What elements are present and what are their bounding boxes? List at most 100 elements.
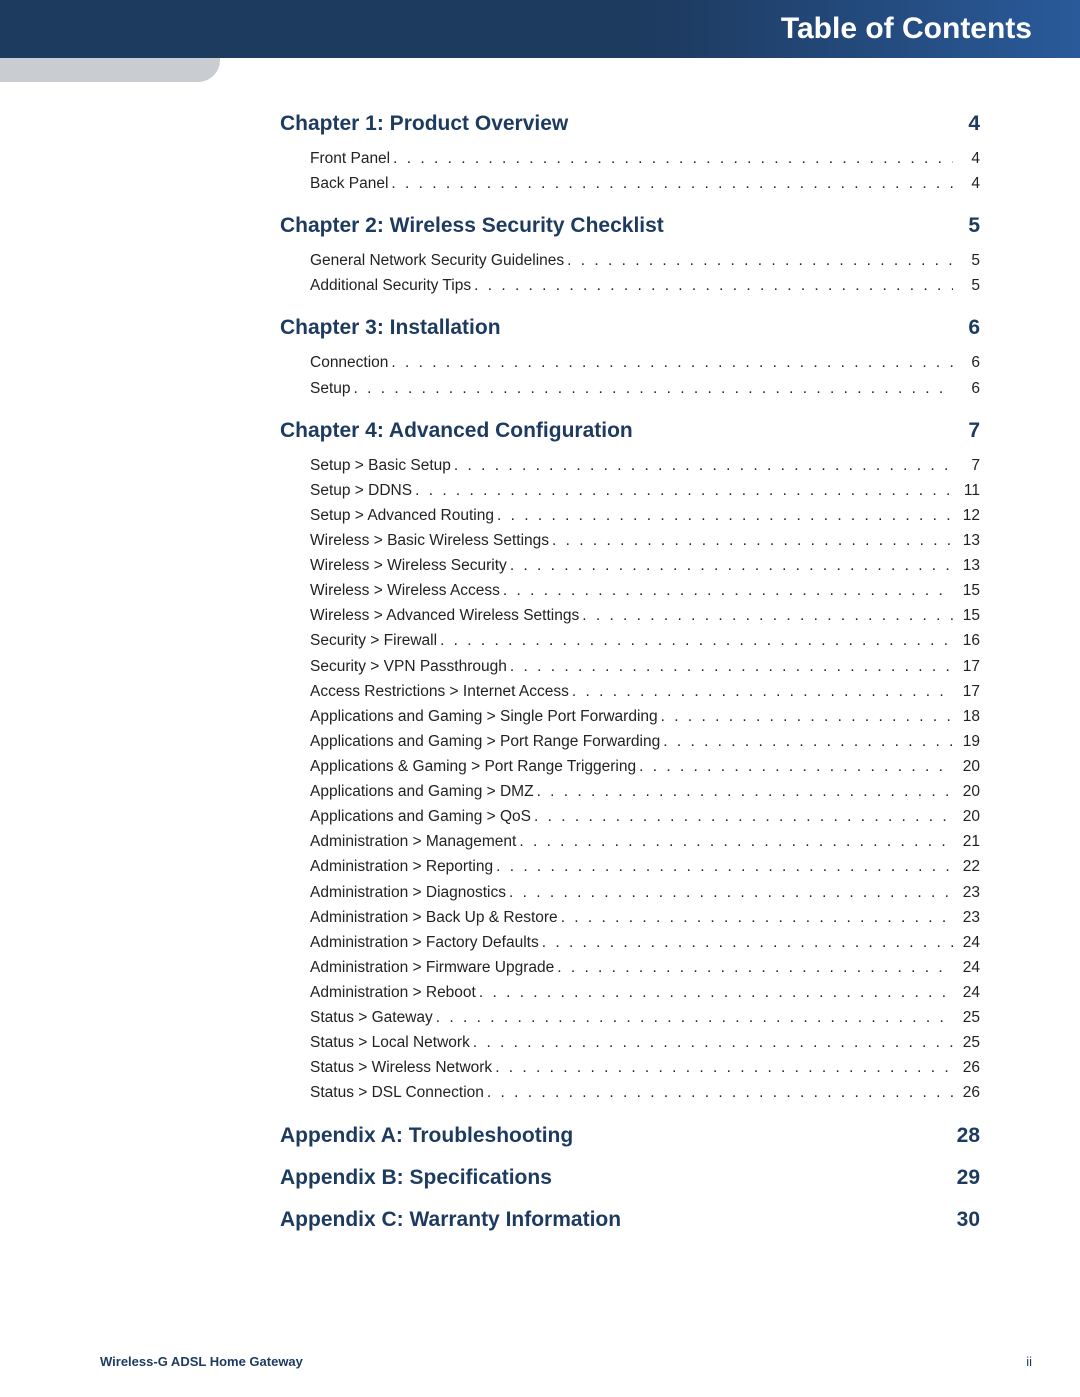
toc-dot-leader	[436, 1005, 953, 1030]
toc-dot-leader	[519, 829, 953, 854]
toc-entry-label: Setup > DDNS	[310, 478, 412, 503]
chapter-row: Appendix A: Troubleshooting 28	[280, 1124, 980, 1148]
toc-entry-page: 26	[956, 1055, 980, 1080]
toc-entry-label: General Network Security Guidelines	[310, 248, 564, 273]
toc-dot-leader	[534, 804, 953, 829]
chapter-row: Chapter 1: Product Overview4	[280, 112, 980, 136]
footer: Wireless-G ADSL Home Gateway ii	[100, 1354, 1032, 1369]
chapter-row: Appendix B: Specifications 29	[280, 1166, 980, 1190]
toc-entry-label: Wireless > Advanced Wireless Settings	[310, 603, 579, 628]
toc-dot-leader	[495, 1055, 953, 1080]
toc-entry-page: 19	[956, 729, 980, 754]
toc-dot-leader	[542, 930, 953, 955]
toc-entry-page: 24	[956, 980, 980, 1005]
toc-entry-page: 25	[956, 1030, 980, 1055]
toc-dot-leader	[479, 980, 953, 1005]
toc-entry-page: 17	[956, 679, 980, 704]
chapter-page: 4	[968, 112, 980, 136]
toc-entry-label: Status > DSL Connection	[310, 1080, 484, 1105]
toc-dot-leader	[510, 553, 953, 578]
toc-entry: Administration > Reboot 24	[310, 980, 980, 1005]
chapter-title: Appendix A: Troubleshooting	[280, 1124, 573, 1148]
toc-entry-page: 20	[956, 754, 980, 779]
toc-entry-label: Status > Wireless Network	[310, 1055, 492, 1080]
toc-entry: Connection 6	[310, 350, 980, 375]
chapter-row: Chapter 3: Installation6	[280, 316, 980, 340]
toc-entry-label: Access Restrictions > Internet Access	[310, 679, 569, 704]
toc-entry-page: 16	[956, 628, 980, 653]
toc-dot-leader	[661, 704, 953, 729]
toc-entry: Administration > Firmware Upgrade24	[310, 955, 980, 980]
toc-dot-leader	[354, 376, 953, 401]
toc-entry: Administration > Reporting22	[310, 854, 980, 879]
toc-entry-label: Administration > Reporting	[310, 854, 493, 879]
toc-entry: Administration > Management 21	[310, 829, 980, 854]
toc-entry-page: 15	[956, 578, 980, 603]
toc-entry-label: Applications and Gaming > Port Range For…	[310, 729, 660, 754]
toc-entry-label: Administration > Firmware Upgrade	[310, 955, 554, 980]
toc-dot-leader	[393, 146, 953, 171]
toc-entry-label: Wireless > Wireless Access	[310, 578, 500, 603]
toc-entry-page: 20	[956, 804, 980, 829]
toc-dot-leader	[663, 729, 953, 754]
toc-entry: Applications and Gaming > Single Port Fo…	[310, 704, 980, 729]
chapter-page: 29	[957, 1166, 980, 1190]
chapter-entries: Setup > Basic Setup7Setup > DDNS11Setup …	[310, 453, 980, 1106]
chapter-title: Appendix B: Specifications	[280, 1166, 552, 1190]
chapter-page: 5	[968, 214, 980, 238]
toc-dot-leader	[537, 779, 953, 804]
toc-entry: Administration > Back Up & Restore23	[310, 905, 980, 930]
toc-entry-label: Setup > Advanced Routing	[310, 503, 494, 528]
toc-entry-page: 20	[956, 779, 980, 804]
toc-entry: Security > Firewall 16	[310, 628, 980, 653]
toc-entry-page: 5	[956, 273, 980, 298]
toc-entry: Status > Local Network 25	[310, 1030, 980, 1055]
toc-entry-label: Front Panel	[310, 146, 390, 171]
toc-entry: Access Restrictions > Internet Access 17	[310, 679, 980, 704]
chapter-row: Appendix C: Warranty Information30	[280, 1208, 980, 1232]
toc-entry: Front Panel 4	[310, 146, 980, 171]
toc-entry: Wireless > Wireless Security13	[310, 553, 980, 578]
toc-entry-label: Status > Local Network	[310, 1030, 470, 1055]
toc-entry-label: Administration > Diagnostics	[310, 880, 506, 905]
toc-entry-label: Connection	[310, 350, 388, 375]
toc-entry-label: Additional Security Tips	[310, 273, 471, 298]
toc-entry: Applications & Gaming > Port Range Trigg…	[310, 754, 980, 779]
toc-entry-page: 12	[956, 503, 980, 528]
toc-entry-page: 21	[956, 829, 980, 854]
toc-entry-page: 23	[956, 905, 980, 930]
header-bar: Table of Contents	[0, 0, 1080, 58]
chapter-entries: Connection 6Setup 6	[310, 350, 980, 400]
chapter-page: 7	[968, 419, 980, 443]
toc-entry-label: Back Panel	[310, 171, 388, 196]
toc-dot-leader	[567, 248, 953, 273]
toc-entry-label: Security > VPN Passthrough	[310, 654, 507, 679]
toc-dot-leader	[440, 628, 953, 653]
chapter-page: 28	[957, 1124, 980, 1148]
toc-entry: Setup > DDNS 11	[310, 478, 980, 503]
toc-entry-label: Administration > Reboot	[310, 980, 476, 1005]
toc-entry-label: Applications and Gaming > QoS	[310, 804, 531, 829]
toc-dot-leader	[473, 1030, 953, 1055]
toc-entry-page: 15	[956, 603, 980, 628]
toc-entry-label: Setup	[310, 376, 351, 401]
toc-entry: Administration > Diagnostics23	[310, 880, 980, 905]
toc-entry-label: Wireless > Basic Wireless Settings	[310, 528, 549, 553]
toc-entry-label: Administration > Management	[310, 829, 516, 854]
chapter-page: 30	[957, 1208, 980, 1232]
toc-entry-page: 26	[956, 1080, 980, 1105]
toc-dot-leader	[557, 955, 953, 980]
toc-entry-label: Security > Firewall	[310, 628, 437, 653]
footer-page-number: ii	[1026, 1354, 1032, 1369]
toc-entry-label: Setup > Basic Setup	[310, 453, 451, 478]
toc-entry-page: 18	[956, 704, 980, 729]
toc-entry: Additional Security Tips 5	[310, 273, 980, 298]
toc-entry-page: 11	[956, 478, 980, 503]
toc-entry: Setup > Basic Setup7	[310, 453, 980, 478]
toc-entry-page: 6	[956, 350, 980, 375]
side-tab-decoration	[0, 58, 220, 82]
toc-entry-page: 4	[956, 146, 980, 171]
footer-product-name: Wireless-G ADSL Home Gateway	[100, 1354, 303, 1369]
toc-dot-leader	[415, 478, 953, 503]
toc-dot-leader	[639, 754, 953, 779]
